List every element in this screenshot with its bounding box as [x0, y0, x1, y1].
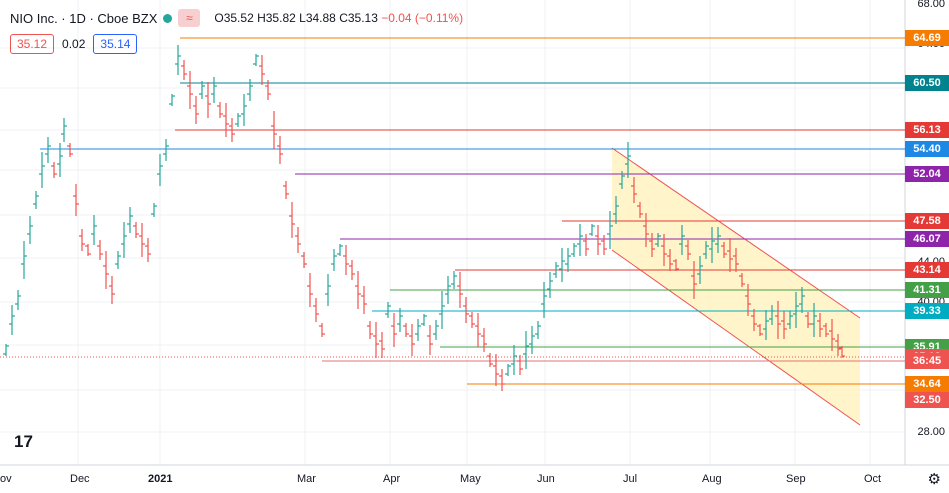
bid-ask-panel: 35.12 0.02 35.14	[10, 34, 138, 54]
gear-icon[interactable]: ⚙	[927, 471, 941, 488]
time-label: Sep	[786, 473, 806, 485]
price-tick-label: 68.00	[917, 0, 945, 10]
price-level-label[interactable]: 43.14	[905, 262, 949, 278]
price-tick-label: 28.00	[917, 426, 945, 438]
descending-channel-fill	[612, 148, 860, 425]
time-label: Jul	[623, 473, 638, 485]
time-label: ov	[0, 473, 12, 485]
symbol-title[interactable]: NIO Inc. · 1D · Cboe BZX	[10, 10, 158, 26]
price-level-label[interactable]: 32.50	[905, 392, 949, 408]
market-status-dot	[163, 13, 173, 23]
time-label: Jun	[537, 473, 555, 485]
price-level-label[interactable]: 60.50	[905, 75, 949, 91]
channel-lower-line	[611, 249, 861, 426]
high-value: H35.82	[257, 11, 296, 25]
price-level-label[interactable]: 46.07	[905, 231, 949, 247]
price-level-label[interactable]: 39.33	[905, 303, 949, 319]
price-level-label[interactable]: 54.40	[905, 141, 949, 157]
time-label: Aug	[702, 473, 722, 485]
tradingview-logo-icon[interactable]: 17	[14, 432, 33, 451]
time-label: Dec	[70, 473, 90, 485]
time-label: May	[460, 473, 481, 485]
time-label: 2021	[148, 473, 173, 485]
price-level-label[interactable]: 47.58	[905, 213, 949, 229]
price-level-label[interactable]: 52.04	[905, 166, 949, 182]
spread-value: 0.02	[62, 37, 86, 51]
ask-button[interactable]: 35.14	[93, 34, 138, 54]
time-label: Mar	[297, 473, 316, 485]
price-level-label[interactable]: 34.64	[905, 376, 949, 392]
bid-button[interactable]: 35.12	[10, 34, 55, 54]
time-label: Apr	[383, 473, 401, 485]
price-level-label[interactable]: 64.69	[905, 30, 949, 46]
time-label: Oct	[864, 473, 882, 485]
change-value: −0.04 (−0.11%)	[381, 11, 464, 25]
low-value: L34.88	[299, 11, 336, 25]
close-value: C35.13	[339, 11, 378, 25]
price-level-label[interactable]: 56.13	[905, 122, 949, 138]
ohlc-values: O35.52 H35.82 L34.88 C35.13 −0.04 (−0.11…	[214, 11, 463, 25]
wave-icon[interactable]: ≈	[178, 9, 201, 27]
price-level-label[interactable]: 36:45	[905, 353, 949, 369]
chart-legend: NIO Inc. · 1D · Cboe BZX ≈ O35.52 H35.82…	[10, 9, 463, 27]
open-value: O35.52	[214, 11, 254, 25]
price-level-label[interactable]: 41.31	[905, 282, 949, 298]
